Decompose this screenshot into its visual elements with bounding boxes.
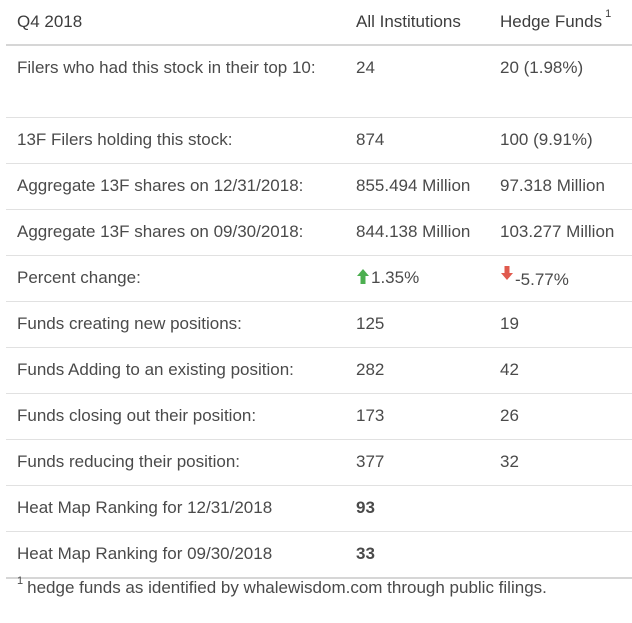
heat-map-rank[interactable]: 93 bbox=[345, 485, 489, 532]
all-institutions-header: All Institutions bbox=[345, 0, 489, 46]
all-institutions-value: 844.138 Million bbox=[345, 209, 489, 256]
row-label: Funds creating new positions: bbox=[6, 301, 345, 348]
all-institutions-value: 874 bbox=[345, 117, 489, 164]
percent-change-row: Percent change: 1.35% -5.77% bbox=[6, 255, 632, 302]
hedge-funds-value: 20 (1.98%) bbox=[489, 45, 632, 118]
all-institutions-value: 125 bbox=[345, 301, 489, 348]
change-value: -5.77% bbox=[515, 269, 569, 289]
all-institutions-change: 1.35% bbox=[345, 255, 489, 302]
table-row: Funds closing out their position: 173 26 bbox=[6, 393, 632, 440]
hedge-funds-header: Hedge Funds bbox=[500, 12, 603, 31]
hedge-funds-value bbox=[489, 531, 632, 579]
table-row: Funds reducing their position: 377 32 bbox=[6, 439, 632, 486]
table-row: Funds creating new positions: 125 19 bbox=[6, 301, 632, 348]
hedge-funds-value: 19 bbox=[489, 301, 632, 348]
hedge-funds-value: 97.318 Million bbox=[489, 163, 632, 210]
row-label: Funds Adding to an existing position: bbox=[6, 347, 345, 394]
hedge-funds-value bbox=[489, 485, 632, 532]
arrow-up-icon bbox=[357, 269, 369, 284]
table-row: Filers who had this stock in their top 1… bbox=[6, 45, 632, 118]
hedge-funds-header-cell: Hedge Funds 1 bbox=[489, 0, 632, 46]
row-label: Aggregate 13F shares on 09/30/2018: bbox=[6, 209, 345, 256]
row-label: Funds reducing their position: bbox=[6, 439, 345, 486]
table-row: 13F Filers holding this stock: 874 100 (… bbox=[6, 117, 632, 164]
row-label: Funds closing out their position: bbox=[6, 393, 345, 440]
row-label: Heat Map Ranking for 12/31/2018 bbox=[6, 485, 345, 532]
row-label: Heat Map Ranking for 09/30/2018 bbox=[6, 531, 345, 579]
hedge-funds-value: 100 (9.91%) bbox=[489, 117, 632, 164]
table-row: Aggregate 13F shares on 12/31/2018: 855.… bbox=[6, 163, 632, 210]
row-label: Percent change: bbox=[6, 255, 345, 302]
hedge-funds-value: 103.277 Million bbox=[489, 209, 632, 256]
footnote-marker: 1 bbox=[605, 8, 612, 20]
holdings-table: Q4 2018 All Institutions Hedge Funds 1 Fi… bbox=[6, 0, 632, 579]
all-institutions-value: 24 bbox=[345, 45, 489, 118]
heat-map-rank[interactable]: 33 bbox=[345, 531, 489, 579]
hedge-funds-value: 42 bbox=[489, 347, 632, 394]
footnote-marker: 1 bbox=[17, 575, 24, 587]
row-label: Aggregate 13F shares on 12/31/2018: bbox=[6, 163, 345, 210]
change-value: 1.35% bbox=[371, 268, 420, 287]
arrow-down-icon bbox=[501, 265, 513, 280]
all-institutions-value: 282 bbox=[345, 347, 489, 394]
table-row: Funds Adding to an existing position: 28… bbox=[6, 347, 632, 394]
row-label: 13F Filers holding this stock: bbox=[6, 117, 345, 164]
footnote: 1 hedge funds as identified by whalewisdo… bbox=[17, 575, 547, 598]
hedge-funds-value: 26 bbox=[489, 393, 632, 440]
hedge-funds-change: -5.77% bbox=[489, 255, 632, 302]
heat-map-row: Heat Map Ranking for 12/31/2018 93 bbox=[6, 485, 632, 532]
table-header-row: Q4 2018 All Institutions Hedge Funds 1 bbox=[6, 0, 632, 46]
row-label: Filers who had this stock in their top 1… bbox=[6, 45, 345, 118]
table-row: Aggregate 13F shares on 09/30/2018: 844.… bbox=[6, 209, 632, 256]
hedge-funds-value: 32 bbox=[489, 439, 632, 486]
all-institutions-value: 855.494 Million bbox=[345, 163, 489, 210]
period-header: Q4 2018 bbox=[6, 0, 345, 46]
all-institutions-value: 173 bbox=[345, 393, 489, 440]
heat-map-row: Heat Map Ranking for 09/30/2018 33 bbox=[6, 531, 632, 579]
all-institutions-value: 377 bbox=[345, 439, 489, 486]
footnote-text: hedge funds as identified by whalewisdom… bbox=[27, 578, 547, 597]
